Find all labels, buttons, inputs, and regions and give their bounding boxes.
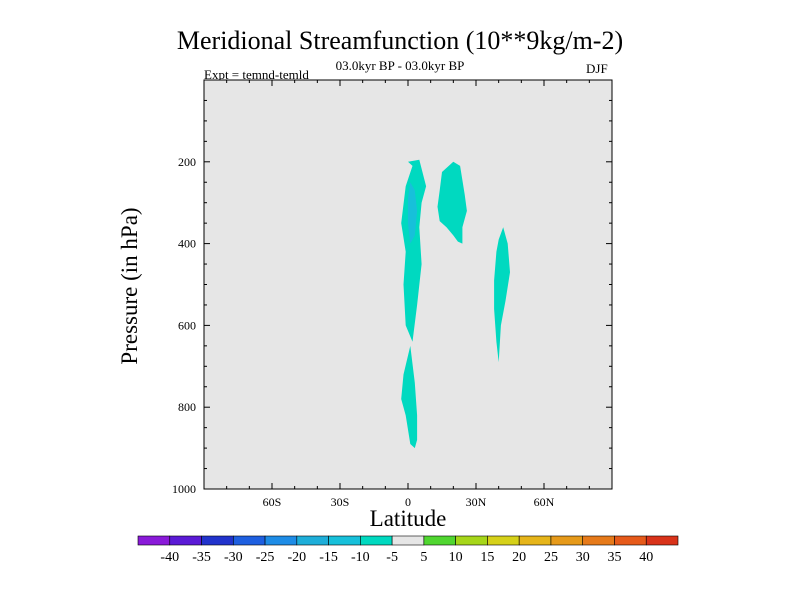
colorbar-label: 30: [576, 550, 590, 565]
colorbar-label: -5: [386, 550, 398, 565]
experiment-label: Expt = temnd-temld: [204, 67, 309, 82]
colorbar-swatch-0: [137, 535, 171, 546]
colorbar-label: 40: [639, 550, 653, 565]
x-tick-label: 60N: [534, 495, 555, 509]
colorbar-swatch-13: [550, 535, 584, 546]
contour-region-0: [401, 159, 427, 342]
y-tick-label: 600: [178, 318, 196, 332]
contour-region-1: [401, 345, 418, 449]
colorbar-swatch-9: [423, 535, 456, 546]
contour-region-4: [494, 227, 510, 363]
colorbar-label: -10: [351, 550, 370, 565]
chart-subtitle: 03.0kyr BP - 03.0kyr BP: [335, 58, 465, 73]
contour-region-2: [408, 182, 418, 244]
colorbar-swatch-7: [360, 535, 393, 546]
colorbar-label: 10: [449, 550, 463, 565]
colorbar-swatch-14: [582, 535, 615, 546]
colorbar-swatch-11: [487, 535, 520, 546]
colorbar-label: 25: [544, 550, 558, 565]
colorbar-label: 15: [480, 550, 494, 565]
y-tick-label: 200: [178, 155, 196, 169]
colorbar-label: -35: [192, 550, 211, 565]
x-tick-label: 30S: [331, 495, 350, 509]
colorbar-label: -20: [287, 550, 306, 565]
colorbar-label: 35: [607, 550, 621, 565]
y-tick-label: 1000: [172, 482, 196, 496]
colorbar-swatch-12: [518, 535, 552, 546]
x-tick-label: 0: [405, 495, 411, 509]
y-tick-label: 800: [178, 400, 196, 414]
season-label: DJF: [586, 61, 608, 76]
colorbar-swatch-2: [201, 535, 234, 546]
chart-title: Meridional Streamfunction (10**9kg/m-2): [176, 26, 624, 55]
colorbar-swatch-5: [296, 535, 329, 546]
colorbar-label: -25: [256, 550, 275, 565]
x-tick-label: 60S: [263, 495, 282, 509]
colorbar-label: 20: [512, 550, 526, 565]
colorbar-swatch-15: [614, 535, 647, 546]
contour-region-3: [437, 161, 467, 244]
colorbar-swatch-3: [232, 535, 266, 546]
colorbar-swatch-6: [328, 535, 361, 546]
colorbar-label: 5: [420, 550, 427, 565]
colorbar-swatch-10: [455, 535, 488, 546]
colorbar-swatch-8: [391, 535, 425, 546]
colorbar-swatch-4: [264, 535, 298, 546]
y-tick-label: 400: [178, 237, 196, 251]
colorbar-swatch-1: [169, 535, 202, 546]
x-tick-label: 30N: [466, 495, 487, 509]
x-axis-label: Latitude: [369, 506, 447, 531]
colorbar-label: -15: [319, 550, 338, 565]
colorbar-label: -30: [224, 550, 243, 565]
colorbar-swatch-16: [645, 535, 679, 546]
colorbar-label: -40: [160, 550, 179, 565]
